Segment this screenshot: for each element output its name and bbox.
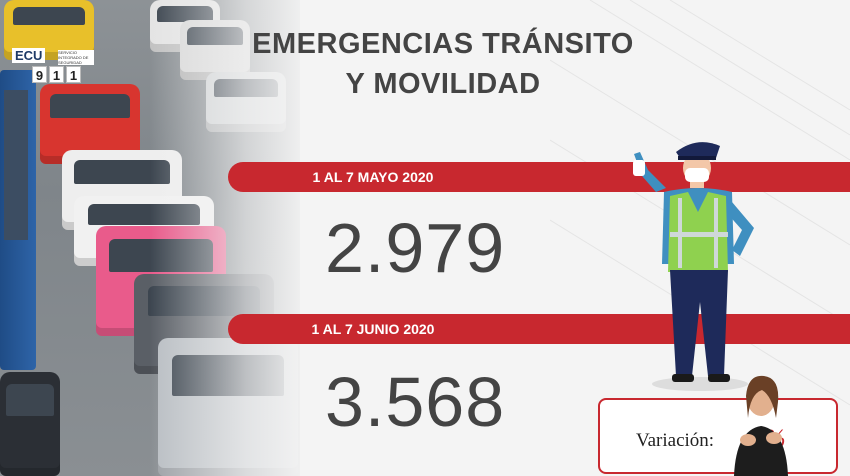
variation-label: Variación: xyxy=(636,430,715,451)
period-label: 1 AL 7 JUNIO 2020 xyxy=(311,321,435,337)
period-value-may: 2.979 xyxy=(325,209,506,287)
period-band-june: 1 AL 7 JUNIO 2020 xyxy=(228,314,850,344)
title-line-2: Y MOVILIDAD xyxy=(345,68,541,100)
logo-digit: 9 xyxy=(32,66,47,83)
sign-language-interpreter-icon xyxy=(734,375,788,476)
traffic-officer-icon xyxy=(633,142,754,391)
period-band-may: 1 AL 7 MAYO 2020 xyxy=(228,162,850,192)
period-label: 1 AL 7 MAYO 2020 xyxy=(312,169,434,185)
logo-brand: ECU xyxy=(12,48,46,63)
period-value-june: 3.568 xyxy=(325,363,506,441)
logo-digit: 1 xyxy=(49,66,64,83)
bus-image xyxy=(0,70,36,370)
page-title: EMERGENCIAS TRÁNSITO Y MOVILIDAD xyxy=(228,24,658,104)
variation-box: Variación: % xyxy=(598,398,838,474)
decorative-diagonal-lines xyxy=(550,0,850,406)
ecu911-logo: ECU SERVICIO INTEGRADO DE SEGURIDAD 9 1 … xyxy=(8,44,96,88)
title-line-1: EMERGENCIAS TRÁNSITO xyxy=(252,28,634,60)
logo-digit: 1 xyxy=(66,66,81,83)
logo-digits: 9 1 1 xyxy=(32,66,81,83)
photo-fade-overlay xyxy=(150,0,300,476)
black-car xyxy=(0,372,60,476)
logo-subtitle: SERVICIO INTEGRADO DE SEGURIDAD xyxy=(58,50,94,65)
